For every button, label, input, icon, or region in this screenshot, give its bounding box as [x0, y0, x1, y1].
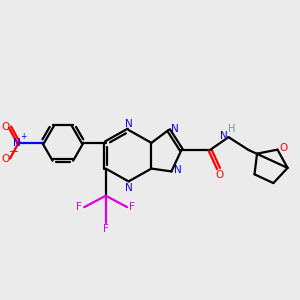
- Text: N: N: [174, 165, 182, 175]
- Text: +: +: [20, 132, 27, 141]
- Text: N: N: [125, 119, 132, 129]
- Text: O: O: [2, 154, 10, 164]
- Text: O: O: [280, 143, 288, 153]
- Text: N: N: [171, 124, 179, 134]
- Text: N: N: [125, 183, 132, 193]
- Text: N: N: [220, 131, 227, 141]
- Text: F: F: [103, 224, 109, 234]
- Text: N: N: [13, 138, 21, 148]
- Text: F: F: [76, 202, 82, 212]
- Text: H: H: [228, 124, 236, 134]
- Text: −: −: [8, 145, 18, 158]
- Text: O: O: [2, 122, 10, 132]
- Text: O: O: [215, 170, 223, 180]
- Text: F: F: [129, 202, 135, 212]
